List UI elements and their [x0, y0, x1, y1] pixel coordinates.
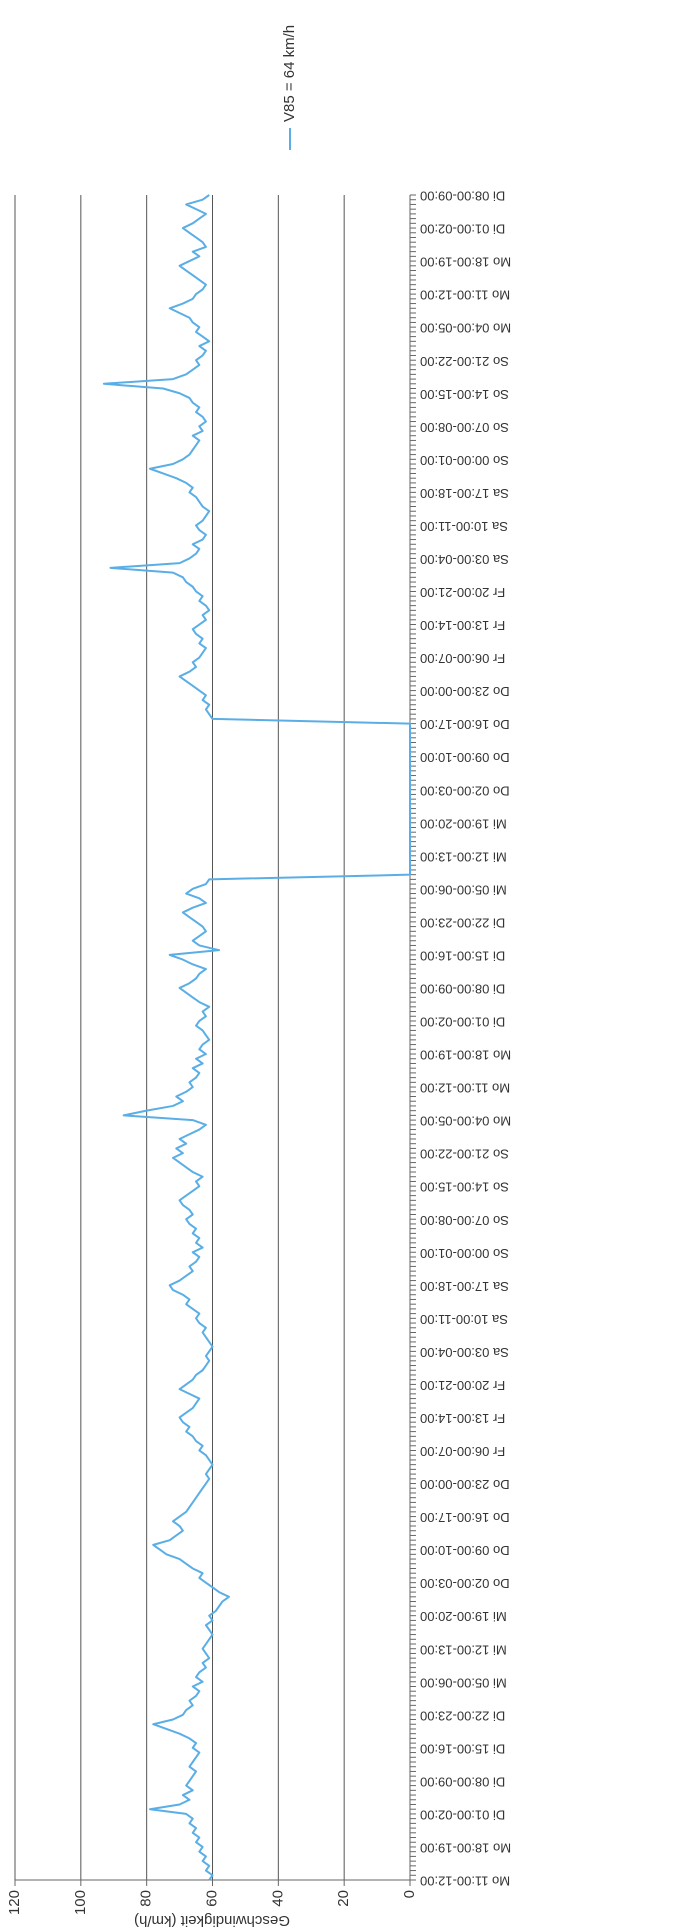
x-tick-label: Di 22:00-23:00 [420, 915, 505, 930]
x-tick-label: Sa 03:00-04:00 [420, 552, 509, 567]
x-tick-label: Di 01:00-02:00 [420, 222, 505, 237]
x-tick-label: Mi 05:00-06:00 [420, 1675, 507, 1690]
x-tick-label: Mo 04:00-05:00 [420, 1114, 511, 1129]
x-tick-label: Di 22:00-23:00 [420, 1708, 505, 1723]
x-tick-label: So 21:00-22:00 [420, 354, 509, 369]
x-tick-label: Fr 13:00-14:00 [420, 1411, 505, 1426]
y-tick-label: 0 [401, 1890, 418, 1898]
x-tick-label: Mo 11:00-12:00 [420, 1081, 510, 1096]
x-tick-label: Fr 06:00-07:00 [420, 1444, 505, 1459]
x-tick-label: Do 09:00-10:00 [420, 1543, 510, 1558]
x-tick-label: Mi 05:00-06:00 [420, 882, 507, 897]
rotated-chart: Geschwindigkeit (km/h) 0 20 40 60 80 100 120 Mo… [6, 25, 511, 1929]
x-tick-label: Di 08:00-09:00 [420, 982, 505, 997]
x-tick-label: Mo 04:00-05:00 [420, 321, 511, 336]
y-tick-label: 60 [203, 1890, 220, 1907]
x-tick-label: Fr 20:00-21:00 [420, 1378, 505, 1393]
x-tick-label: So 07:00-08:00 [420, 420, 509, 435]
data-line [102, 194, 411, 1881]
x-tick-label: Do 09:00-10:00 [420, 750, 510, 765]
x-tick-label: So 21:00-22:00 [420, 1147, 509, 1162]
x-tick-label: Mi 19:00-20:00 [420, 1609, 507, 1624]
y-tick-label: 80 [138, 1890, 155, 1907]
y-tick-label: 20 [335, 1890, 352, 1907]
x-tick-label: Di 08:00-09:00 [420, 189, 505, 204]
x-tick-label: Fr 06:00-07:00 [420, 651, 505, 666]
x-tick-label: Mo 11:00-12:00 [420, 288, 510, 303]
x-tick-label: Fr 20:00-21:00 [420, 585, 505, 600]
legend-label: V85 = 64 km/h [281, 25, 298, 122]
x-tick-label: Mo 11:00-12:00 [420, 1874, 510, 1889]
x-tick-label: Di 15:00-16:00 [420, 948, 505, 963]
x-tick-label: Di 01:00-02:00 [420, 1807, 505, 1822]
x-tick-label: Do 02:00-03:00 [420, 783, 510, 798]
y-tick-label: 120 [6, 1890, 23, 1915]
x-tick-label: Di 01:00-02:00 [420, 1015, 505, 1030]
x-tick-label: Mo 18:00-19:00 [420, 1048, 511, 1063]
x-tick-label: Mo 18:00-19:00 [420, 255, 511, 270]
x-tick-label: So 14:00-15:00 [420, 1180, 509, 1195]
x-tick-label: Sa 17:00-18:00 [420, 486, 509, 501]
x-tick-label: So 00:00-01:00 [420, 1246, 509, 1261]
x-tick-label: Mo 18:00-19:00 [420, 1841, 511, 1856]
x-tick-label: Mi 12:00-13:00 [420, 1642, 507, 1657]
x-tick-label: Di 08:00-09:00 [420, 1774, 505, 1789]
y-axis-title: Geschwindigkeit (km/h) [134, 1912, 290, 1929]
x-tick-label: Sa 03:00-04:00 [420, 1345, 509, 1360]
x-tick-label: So 00:00-01:00 [420, 453, 509, 468]
x-tick-label: Do 23:00-00:00 [420, 1477, 510, 1492]
x-tick-label: Di 15:00-16:00 [420, 1741, 505, 1756]
x-tick-label: Do 16:00-17:00 [420, 1510, 510, 1525]
x-tick-label: Sa 17:00-18:00 [420, 1279, 509, 1294]
x-tick-label: Sa 10:00-11:00 [420, 519, 508, 534]
x-tick-label: Mi 12:00-13:00 [420, 849, 507, 864]
x-tick-label: Fr 13:00-14:00 [420, 618, 505, 633]
x-tick-label: So 14:00-15:00 [420, 387, 509, 402]
x-tick-label: Sa 10:00-11:00 [420, 1312, 508, 1327]
x-tick-label: Do 16:00-17:00 [420, 717, 510, 732]
x-tick-label: Do 23:00-00:00 [420, 684, 510, 699]
x-tick-label: Do 02:00-03:00 [420, 1576, 510, 1591]
y-tick-label: 100 [72, 1890, 89, 1915]
x-tick-label: So 07:00-08:00 [420, 1213, 509, 1228]
y-tick-label: 40 [269, 1890, 286, 1907]
x-tick-label: Mi 19:00-20:00 [420, 816, 507, 831]
